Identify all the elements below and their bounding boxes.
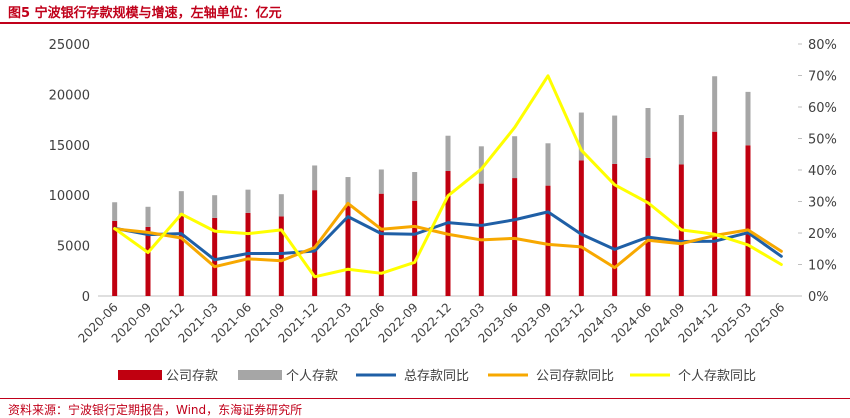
bar-company-deposit xyxy=(578,160,584,296)
legend-personal-yoy-label: 个人存款同比 xyxy=(678,369,756,384)
y-right-tick-label: 20% xyxy=(808,227,837,242)
bar-personal-deposit xyxy=(212,195,218,218)
bar-company-deposit xyxy=(645,157,651,296)
line-personal-yoy xyxy=(113,74,783,279)
bar-personal-deposit xyxy=(645,108,651,158)
legend: 公司存款 个人存款 总存款同比 公司存款同比 个人存款同比 xyxy=(118,369,756,384)
bar-company-deposit xyxy=(612,163,618,296)
y-right-tick-label: 70% xyxy=(808,70,837,85)
bar-personal-deposit xyxy=(178,191,184,214)
bar-personal-deposit xyxy=(378,169,384,194)
bar-personal-deposit xyxy=(545,143,551,186)
line-total-yoy xyxy=(113,210,783,262)
legend-company-deposit-swatch xyxy=(118,370,162,380)
bar-personal-deposit xyxy=(412,172,418,201)
title-rule xyxy=(0,22,850,24)
bar-personal-deposit xyxy=(445,135,451,172)
figure-title: 图5 宁波银行存款规模与增速，左轴单位：亿元 xyxy=(8,6,282,21)
bar-personal-deposit xyxy=(145,206,151,227)
legend-total-yoy-label: 总存款同比 xyxy=(404,369,469,384)
bar-company-deposit xyxy=(145,226,151,296)
bar-personal-deposit xyxy=(578,112,584,161)
legend-personal-deposit-swatch xyxy=(238,370,282,380)
bar-company-deposit xyxy=(278,216,284,296)
bar-company-deposit xyxy=(345,204,351,296)
bar-company-deposit xyxy=(745,145,751,296)
y-left-tick-label: 5000 xyxy=(57,240,90,255)
bar-company-deposit xyxy=(545,185,551,296)
line-company-yoy xyxy=(113,201,783,270)
bar-personal-deposit xyxy=(245,189,251,213)
bar-personal-deposit xyxy=(478,146,484,184)
y-right-tick-label: 80% xyxy=(808,38,837,53)
bar-personal-deposit xyxy=(278,194,284,217)
legend-personal-deposit-label: 个人存款 xyxy=(286,369,338,384)
bar-company-deposit xyxy=(312,190,318,296)
bar-personal-deposit xyxy=(712,76,718,132)
bar-personal-deposit xyxy=(745,91,751,146)
legend-company-yoy-label: 公司存款同比 xyxy=(536,369,614,384)
footer-rule xyxy=(0,398,850,399)
y-right-tick-label: 30% xyxy=(808,196,837,211)
bar-personal-deposit xyxy=(112,202,118,221)
bar-personal-deposit xyxy=(612,115,618,164)
source-note: 资料来源：宁波银行定期报告，Wind，东海证券研究所 xyxy=(8,403,303,417)
y-left-tick-label: 25000 xyxy=(49,38,90,53)
y-right-tick-label: 60% xyxy=(808,101,837,116)
ticks-layer: 0 5000 10000 15000 20000 25000 0% 10% 20% 30% 40% 5… xyxy=(49,38,837,346)
y-left-tick-label: 10000 xyxy=(49,189,90,204)
bar-company-deposit xyxy=(178,213,184,296)
y-left-tick-label: 0 xyxy=(82,290,90,305)
legend-company-deposit-label: 公司存款 xyxy=(166,369,218,384)
y-left-tick-label: 15000 xyxy=(49,139,90,154)
y-left-tick-label: 20000 xyxy=(49,88,90,103)
y-right-tick-label: 50% xyxy=(808,133,837,148)
bar-personal-deposit xyxy=(678,115,684,165)
bar-personal-deposit xyxy=(345,177,351,205)
lines-layer xyxy=(113,74,783,279)
bar-company-deposit xyxy=(112,220,118,296)
bar-company-deposit xyxy=(412,200,418,296)
bar-company-deposit xyxy=(378,193,384,296)
bar-company-deposit xyxy=(712,131,718,296)
bar-company-deposit xyxy=(212,217,218,296)
y-right-tick-label: 10% xyxy=(808,259,837,274)
y-right-tick-label: 0% xyxy=(808,290,829,305)
bar-personal-deposit xyxy=(312,165,318,191)
y-right-tick-label: 40% xyxy=(808,164,837,179)
bar-personal-deposit xyxy=(512,136,518,179)
bars-layer xyxy=(112,76,751,296)
